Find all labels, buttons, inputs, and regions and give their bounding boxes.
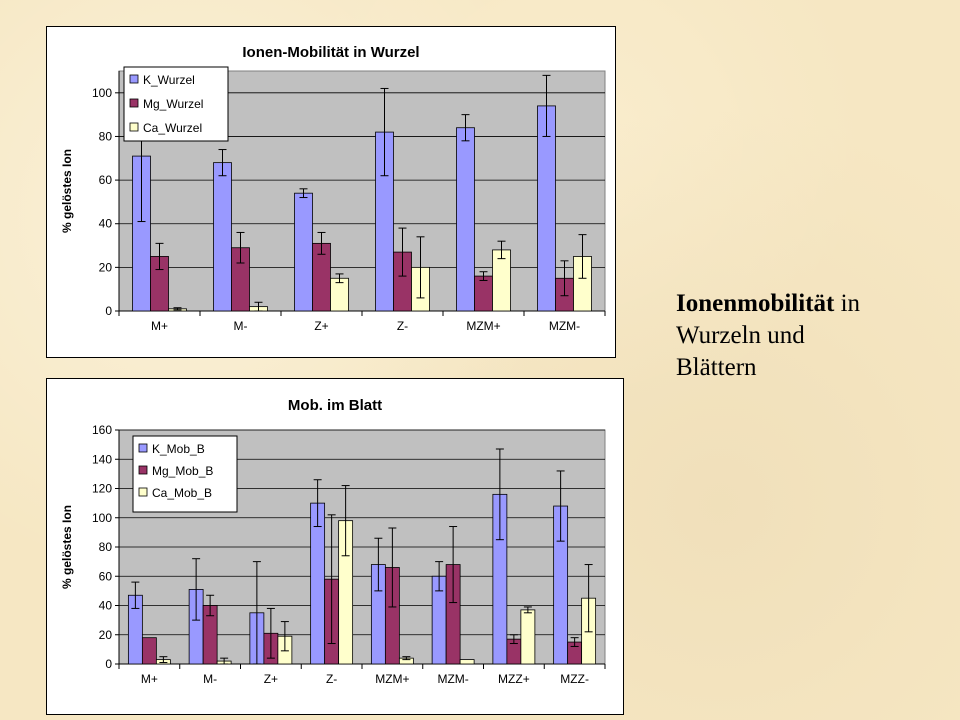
y-tick-label: 0 <box>105 657 112 671</box>
caption-line3: Blättern <box>676 354 757 381</box>
x-tick-label: Z+ <box>314 319 328 333</box>
y-tick-label: 120 <box>92 482 112 496</box>
caption-line2: Wurzeln und <box>676 322 805 349</box>
legend-swatch <box>129 122 139 132</box>
x-tick-label: M- <box>203 672 217 686</box>
bar-K_Mob_B <box>310 502 326 665</box>
y-tick-label: 40 <box>99 599 113 613</box>
x-tick-label: MZZ+ <box>498 672 530 686</box>
caption: Ionenmobilität in Wurzeln und Blättern <box>676 288 936 384</box>
x-tick-label: M- <box>234 319 248 333</box>
chart-blatt: Mob. im Blatt 0 20 40 60 80 100 120 140 160 % gelö… <box>46 378 624 715</box>
bar-Mg_Wurzel <box>474 275 493 312</box>
y-axis-label: % gelöstes Ion <box>60 149 74 233</box>
legend-label: Mg_Wurzel <box>143 97 203 111</box>
chart-wurzel: Ionen-Mobilität in Wurzel 0 20 40 60 80 100 % g… <box>46 26 616 358</box>
chart-title: Ionen-Mobilität in Wurzel <box>242 44 419 61</box>
legend-swatch <box>129 74 139 84</box>
x-tick-label: Z- <box>326 672 337 686</box>
legend-box <box>132 435 238 513</box>
bar-K_Wurzel <box>456 127 475 312</box>
y-tick-label: 20 <box>99 628 113 642</box>
x-tick-label: Z- <box>397 319 408 333</box>
y-tick-label: 160 <box>92 423 112 437</box>
bar-Mg_Mob_B <box>141 637 157 665</box>
legend-box <box>123 66 229 142</box>
y-tick-label: 20 <box>99 260 113 274</box>
chart-title: Mob. im Blatt <box>288 397 382 414</box>
legend-swatch <box>138 465 148 475</box>
legend-swatch <box>138 487 148 497</box>
bar-Ca_Mob_B <box>520 609 536 665</box>
y-tick-label: 40 <box>99 217 113 231</box>
caption-rest: in <box>834 290 861 317</box>
x-tick-label: MZM- <box>437 672 468 686</box>
y-tick-label: 80 <box>99 129 113 143</box>
legend-label: K_Wurzel <box>143 73 195 87</box>
y-tick-label: 60 <box>99 569 113 583</box>
bar-K_Wurzel <box>294 192 313 312</box>
bar-Ca_Mob_B <box>459 659 475 665</box>
legend-label: K_Mob_B <box>152 442 205 456</box>
legend-label: Ca_Mob_B <box>152 486 212 500</box>
y-tick-label: 60 <box>99 173 113 187</box>
caption-bold: Ionenmobilität <box>676 290 835 317</box>
x-tick-label: M+ <box>141 672 158 686</box>
y-tick-label: 0 <box>105 304 112 318</box>
y-tick-label: 80 <box>99 540 113 554</box>
y-tick-label: 100 <box>92 86 112 100</box>
legend-label: Ca_Wurzel <box>143 121 202 135</box>
legend-label: Mg_Mob_B <box>152 464 213 478</box>
bar-Ca_Wurzel <box>330 277 349 312</box>
x-tick-label: MZZ- <box>560 672 589 686</box>
bar-K_Wurzel <box>213 162 232 312</box>
legend-swatch <box>129 98 139 108</box>
x-tick-label: MZM- <box>549 319 580 333</box>
x-tick-label: MZM+ <box>466 319 500 333</box>
chart-wurzel-svg: Ionen-Mobilität in Wurzel 0 20 40 60 80 100 % g… <box>60 44 606 333</box>
y-tick-label: 100 <box>92 511 112 525</box>
x-tick-label: M+ <box>151 319 168 333</box>
legend-swatch <box>138 443 148 453</box>
y-tick-label: 140 <box>92 452 112 466</box>
x-tick-label: Z+ <box>264 672 278 686</box>
y-axis-label: % gelöstes Ion <box>60 505 74 589</box>
chart-blatt-svg: Mob. im Blatt 0 20 40 60 80 100 120 140 160 % gelö… <box>60 397 606 686</box>
x-tick-label: MZM+ <box>375 672 409 686</box>
